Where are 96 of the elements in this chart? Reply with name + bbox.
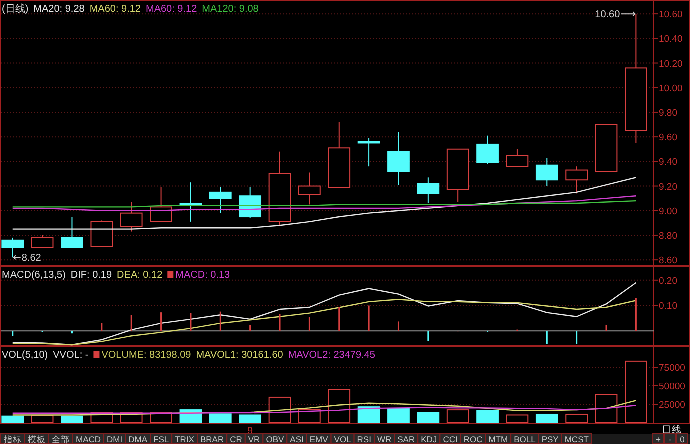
bar bbox=[61, 416, 84, 424]
chart-title: (日线) bbox=[2, 3, 29, 15]
y-tick-label: 25000 bbox=[659, 400, 686, 411]
text: 模板 bbox=[28, 434, 46, 444]
y-tick-label: 9.00 bbox=[659, 206, 678, 218]
bar bbox=[239, 414, 262, 424]
y-tick-label: 0.10 bbox=[659, 301, 678, 312]
text: - bbox=[669, 434, 672, 444]
text: BRAR bbox=[200, 434, 224, 444]
y-tick-label: 75000 bbox=[659, 363, 686, 374]
text: MA60: 9.12 bbox=[146, 4, 198, 15]
y-tick-label: 9.80 bbox=[659, 108, 678, 119]
bar bbox=[2, 416, 24, 424]
text: KDJ bbox=[421, 434, 438, 444]
candlestick bbox=[298, 172, 321, 206]
text: 日线 bbox=[662, 424, 682, 436]
annotation: 10.60 bbox=[595, 10, 621, 21]
bar bbox=[625, 360, 648, 424]
candlestick bbox=[476, 135, 499, 165]
text: ASI bbox=[290, 434, 304, 444]
candlestick bbox=[566, 166, 588, 194]
candlestick bbox=[61, 216, 84, 248]
text: 0 bbox=[680, 434, 686, 444]
text: MAVOL2: 23479.45 bbox=[288, 350, 376, 361]
legend-label: MACD: 0.13 bbox=[176, 270, 231, 281]
text: 指标 bbox=[3, 434, 22, 444]
candlestick bbox=[239, 187, 262, 219]
y-tick-label: 8.80 bbox=[659, 230, 678, 242]
y-tick-label: 9.40 bbox=[659, 157, 678, 168]
text: MA120: 9.08 bbox=[202, 4, 260, 15]
candlestick bbox=[388, 132, 410, 186]
text: MTM bbox=[488, 434, 508, 444]
bar bbox=[566, 414, 588, 424]
line-series bbox=[12, 400, 637, 416]
text: EMV bbox=[310, 434, 329, 444]
y-tick-label: 9.20 bbox=[659, 182, 678, 193]
legend-label: MA60: 9.12 bbox=[90, 4, 142, 15]
bar bbox=[417, 412, 440, 424]
y-tick-label: 10.40 bbox=[659, 34, 683, 46]
candlestick bbox=[358, 138, 380, 168]
chart-subtitle: VVOL: - bbox=[53, 350, 89, 361]
bar bbox=[476, 410, 499, 424]
bar bbox=[298, 409, 321, 424]
text: DEA: 0.12 bbox=[117, 270, 164, 281]
candlestick bbox=[536, 157, 558, 187]
bar bbox=[358, 406, 380, 424]
bar bbox=[506, 414, 529, 424]
y-tick-label: 9.60 bbox=[659, 132, 678, 144]
candlestick bbox=[150, 187, 172, 222]
text: ROC bbox=[464, 434, 483, 444]
text: TRIX bbox=[175, 434, 195, 444]
text: + bbox=[656, 434, 662, 444]
y-tick-label: 10.60 bbox=[659, 10, 683, 21]
text: FSL bbox=[154, 434, 170, 444]
chart-title: VOL(5,10) bbox=[2, 350, 48, 361]
candlestick bbox=[120, 202, 143, 232]
y-tick-label: 10.20 bbox=[659, 58, 683, 70]
text: SAR bbox=[398, 434, 416, 444]
text: MAVOL1: 30161.60 bbox=[196, 350, 284, 361]
candlestick bbox=[417, 177, 440, 204]
candlestick bbox=[506, 148, 529, 168]
candlestick bbox=[31, 234, 54, 248]
text: MA20: 9.28 bbox=[34, 4, 86, 15]
text: CCI bbox=[443, 434, 458, 444]
legend-label: VOLUME: 83198.09 bbox=[102, 350, 192, 361]
text: MCST bbox=[564, 434, 589, 444]
text: OBV bbox=[266, 434, 284, 444]
text: DMI bbox=[107, 434, 123, 444]
text: CR bbox=[230, 434, 242, 444]
bar bbox=[446, 410, 470, 424]
text: MACD bbox=[76, 434, 102, 444]
chart-title: MACD(6,13,5) bbox=[2, 270, 66, 281]
text: DMA bbox=[128, 434, 148, 444]
text: VOL bbox=[334, 434, 352, 444]
text: PSY bbox=[542, 434, 560, 444]
line-series bbox=[12, 405, 637, 414]
text: WR bbox=[377, 434, 392, 444]
text: RSI bbox=[357, 434, 372, 444]
y-tick-label: 10.00 bbox=[659, 83, 683, 94]
line-series bbox=[12, 177, 637, 230]
y-tick-label: 50000 bbox=[659, 382, 686, 392]
bar bbox=[328, 389, 351, 424]
y-tick-label: 8.60 bbox=[659, 256, 678, 267]
text: BOLL bbox=[514, 434, 536, 444]
bar bbox=[536, 414, 558, 424]
line-series bbox=[12, 282, 637, 346]
text: DIF: 0.19 bbox=[70, 270, 112, 281]
y-tick-label: 0.20 bbox=[659, 276, 678, 287]
candlestick bbox=[209, 187, 232, 214]
bar bbox=[209, 414, 232, 424]
line-series bbox=[12, 299, 637, 346]
text: VR bbox=[248, 434, 260, 444]
text: 全部 bbox=[52, 434, 70, 444]
annotation: 8.62 bbox=[22, 253, 42, 264]
bar bbox=[388, 408, 410, 424]
bar bbox=[595, 394, 618, 424]
